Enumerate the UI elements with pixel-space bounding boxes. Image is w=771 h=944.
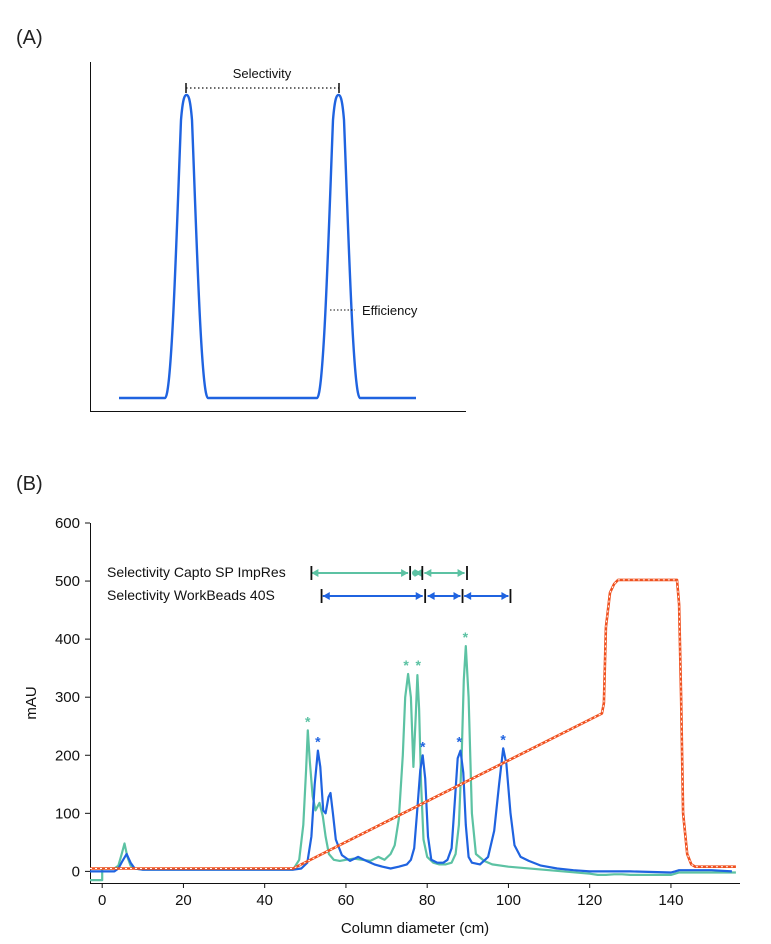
y-tick-label: 300 — [55, 689, 80, 706]
y-tick-label: 100 — [55, 805, 80, 822]
peak-star-workbeads: * — [420, 738, 426, 754]
peak-star-workbeads: * — [315, 734, 321, 750]
x-tick-label: 100 — [496, 892, 521, 909]
x-axis-title: Column diameter (cm) — [341, 920, 489, 937]
peak-star-capto: * — [403, 657, 409, 673]
peak-star-workbeads: * — [500, 731, 506, 747]
selectivity-label-capto: Selectivity Capto SP ImpRes — [107, 564, 286, 580]
peak-star-capto: * — [305, 713, 311, 729]
selectivity-arrowhead-left — [311, 569, 319, 577]
selectivity-dot-capto — [412, 570, 418, 576]
selectivity-arrowhead-right — [453, 592, 461, 600]
x-tick-label: 120 — [577, 892, 602, 909]
x-tick-label: 40 — [256, 892, 273, 909]
y-tick-label: 200 — [55, 747, 80, 764]
efficiency-annotation: Efficiency — [362, 303, 418, 318]
selectivity-arrowhead-left — [464, 592, 472, 600]
panel-a-label: (A) — [16, 27, 43, 49]
peak-star-workbeads: * — [457, 734, 463, 750]
panel-b-star-markers: ** *** * * * — [305, 629, 506, 754]
x-tick-label: 140 — [658, 892, 683, 909]
panel-b-selectivity: Selectivity Capto SP ImpRes Selectivity … — [107, 564, 512, 603]
panel-b-label: (B) — [16, 473, 43, 495]
y-tick-label: 0 — [72, 863, 80, 880]
y-tick-label: 500 — [55, 573, 80, 590]
selectivity-arrowhead-left — [424, 569, 432, 577]
selectivity-label-workbeads: Selectivity WorkBeads 40S — [107, 587, 275, 603]
selectivity-arrowhead-left — [427, 592, 435, 600]
selectivity-arrowhead-right — [415, 592, 423, 600]
selectivity-arrowhead-right — [501, 592, 509, 600]
selectivity-bracket: Selectivity — [185, 66, 340, 93]
y-axis-title: mAU — [23, 686, 40, 719]
series-line-workbeads — [90, 747, 732, 874]
series-line-capto — [90, 645, 736, 882]
panel-a-axes — [90, 62, 466, 412]
y-tick-label: 600 — [55, 515, 80, 532]
x-tick-label: 20 — [175, 892, 192, 909]
panel-b-series — [90, 578, 736, 882]
x-tick-label: 80 — [419, 892, 436, 909]
y-tick-label: 400 — [55, 631, 80, 648]
peak-star-capto: * — [416, 657, 422, 673]
selectivity-arrowhead-right — [457, 569, 465, 577]
efficiency-annotation-group: Efficiency — [330, 303, 418, 318]
x-tick-label: 0 — [98, 892, 106, 909]
selectivity-arrowhead-left — [322, 592, 330, 600]
selectivity-annotation: Selectivity — [233, 66, 292, 81]
selectivity-arrowhead-right — [401, 569, 409, 577]
panel-a-peak-trace — [119, 93, 416, 400]
x-tick-label: 60 — [338, 892, 355, 909]
panel-b-axes: 0 100 200 300 400 500 600 0 20 40 60 80 100 120 140 Col… — [23, 515, 740, 937]
peak-star-capto: * — [463, 629, 469, 645]
series-line-gradient-dots — [90, 579, 736, 869]
